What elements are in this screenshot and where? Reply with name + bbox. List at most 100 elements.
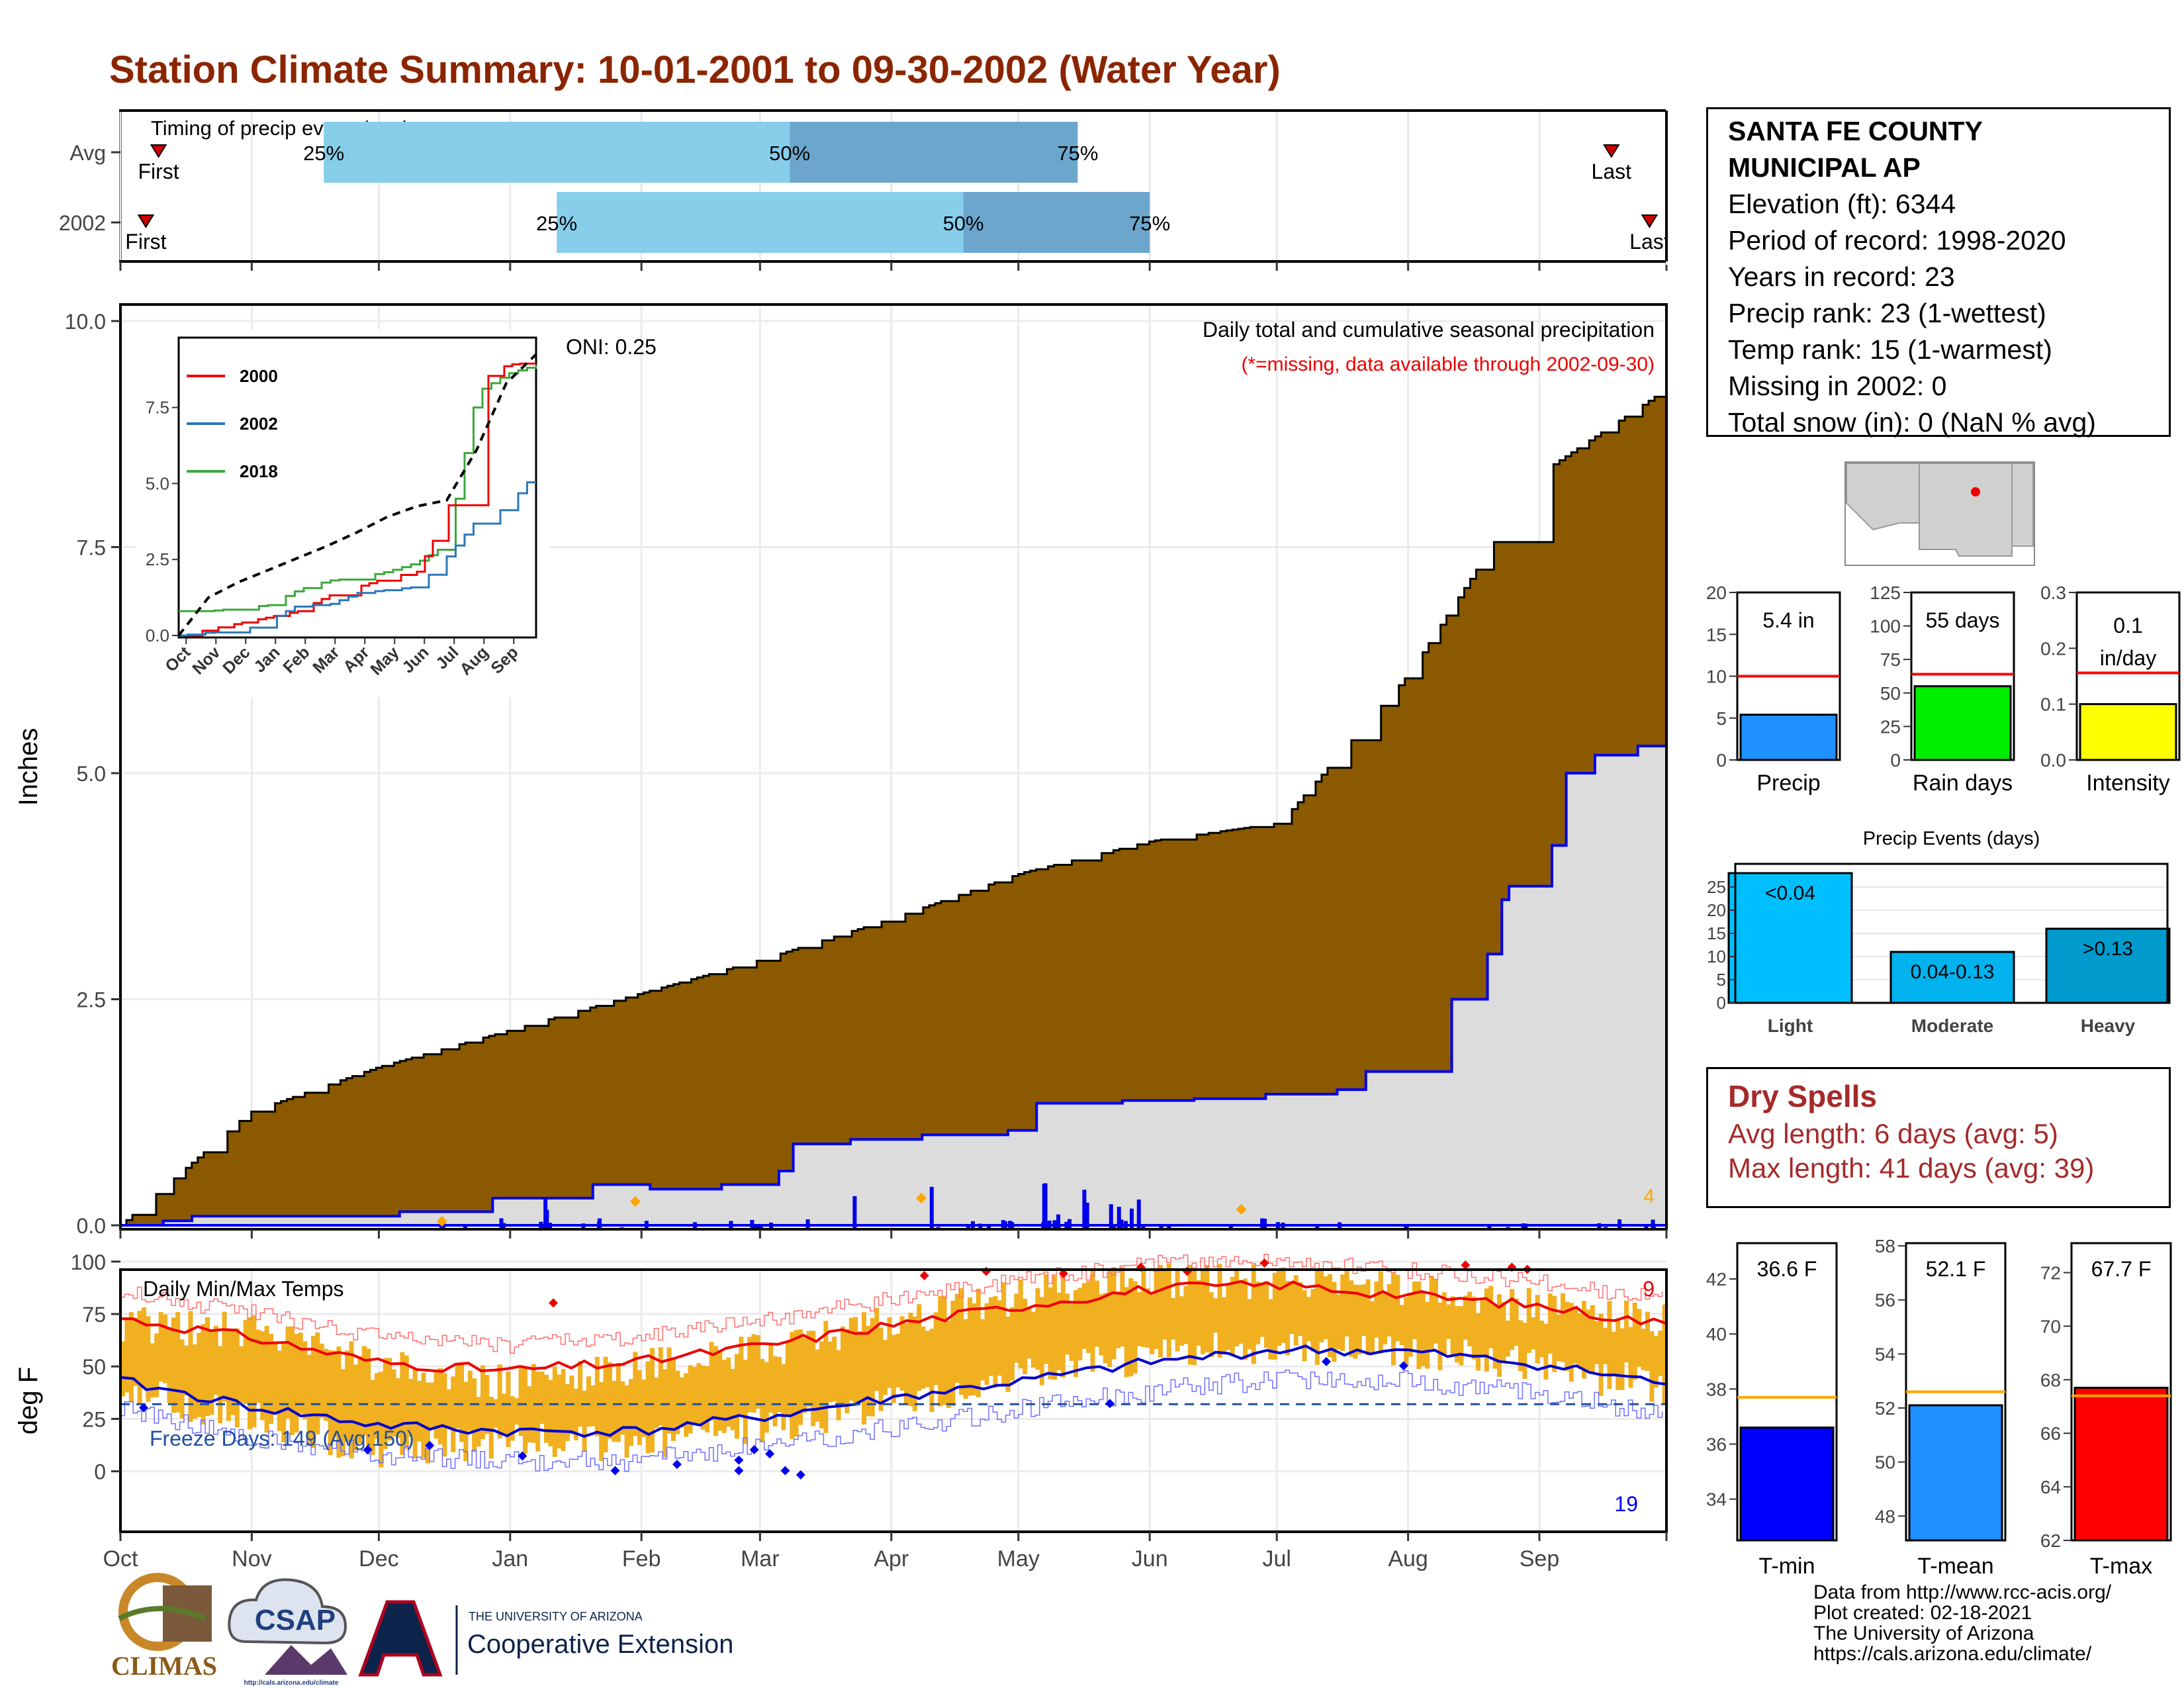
daily-temp-bar (772, 1356, 778, 1427)
daily-temp-bar (1289, 1281, 1295, 1335)
daily-temp-bar (1183, 1286, 1189, 1344)
temp-summary-name-label: T-min (1759, 1554, 1815, 1579)
inset-y-tick-label: 0.0 (146, 626, 169, 645)
daily-temp-bar (340, 1369, 345, 1456)
daily-temp-bar (1471, 1296, 1477, 1360)
daily-precip-bar (758, 1226, 763, 1229)
summary-y-tick-label: 25 (1880, 716, 1901, 737)
climas-logo-text: CLIMAS (111, 1651, 217, 1681)
precip-events-bar-heavy (2045, 927, 2171, 1004)
daily-temp-bar (1662, 1304, 1667, 1405)
summary-name-label: Precip (1756, 771, 1820, 796)
temp-summary-name-label: T-mean (1917, 1554, 1993, 1579)
daily-temp-bar (658, 1347, 663, 1426)
temp-summary-y-tick-label: 52 (1875, 1398, 1895, 1419)
daily-precip-bar (987, 1225, 991, 1229)
daily-temp-bar (1514, 1298, 1519, 1346)
daily-temp-bar (269, 1334, 273, 1425)
precip-missing-note: (*=missing, data available through 2002-… (1241, 353, 1655, 375)
temp-summary-y-tick-label: 62 (2040, 1530, 2061, 1551)
credit-university: The University of Arizona (1813, 1622, 2034, 1644)
map-new-mexico (1919, 463, 2013, 557)
daily-temp-bar (353, 1364, 358, 1451)
daily-temp-bar (705, 1366, 710, 1432)
daily-temp-bar (383, 1358, 388, 1449)
temp-summary-bar-t-max (2073, 1386, 2169, 1542)
avg-tmin-line (120, 1344, 1667, 1438)
daily-temp-bar (1637, 1309, 1642, 1367)
temp-summary-value-label: 52.1 F (1926, 1257, 1986, 1281)
summary-y-tick-label: 0.3 (2040, 583, 2066, 603)
daily-temp-bar (1353, 1284, 1358, 1359)
csap-logo-cloud (228, 1578, 347, 1645)
daily-temp-bar (1031, 1311, 1036, 1368)
daily-temp-bar (1264, 1281, 1269, 1348)
summary-value-label: 0.1 (2113, 614, 2142, 637)
daily-precip-bar (1008, 1221, 1013, 1229)
daily-temp-bar (862, 1312, 866, 1425)
timing-last-label: Last (1629, 230, 1670, 254)
daily-temp-bar (1501, 1301, 1506, 1361)
climas-logo-wave (118, 1606, 206, 1621)
daily-temp-bar (226, 1329, 231, 1421)
daily-temp-bar (1116, 1291, 1120, 1348)
daily-temp-bar (823, 1321, 829, 1433)
record-high-marker (1058, 1268, 1068, 1278)
daily-temp-bar (599, 1382, 604, 1461)
daily-temp-bar (332, 1350, 337, 1438)
summary-y-tick-label: 0.1 (2040, 694, 2066, 715)
daily-temp-bar (1543, 1323, 1549, 1380)
daily-temp-bar (1302, 1290, 1307, 1362)
daily-temp-bar (1387, 1284, 1392, 1336)
daily-temp-bar (684, 1373, 689, 1437)
daily-temp-bar (629, 1379, 633, 1446)
daily-temp-bar (133, 1317, 138, 1386)
daily-temp-bar (1044, 1274, 1049, 1364)
daily-temp-bar (1408, 1295, 1413, 1357)
daily-temp-bar (472, 1378, 477, 1452)
daily-precip-bar (729, 1221, 733, 1229)
daily-temp-bar (488, 1397, 494, 1459)
daily-temp-bar (264, 1326, 269, 1433)
daily-temp-bar (1531, 1317, 1536, 1350)
daily-temp-bar (1208, 1292, 1214, 1357)
daily-temp-bar (844, 1329, 850, 1414)
daily-temp-bar (899, 1316, 905, 1391)
daily-temp-bar (925, 1331, 930, 1387)
record-low-marker (425, 1440, 435, 1450)
daily-temp-bar (1120, 1266, 1125, 1347)
daily-temp-bar (671, 1359, 676, 1441)
daily-temp-bar (1128, 1278, 1134, 1377)
station-missing: Missing in 2002: 0 (1728, 371, 1947, 401)
inset-y-tick-label: 5.0 (146, 473, 169, 493)
daily-temp-bar (179, 1339, 185, 1419)
daily-temp-bar (1594, 1321, 1600, 1364)
daily-precip-bar (750, 1219, 754, 1229)
summary-y-tick-label: 0.2 (2040, 638, 2066, 659)
daily-temp-bar (1340, 1274, 1345, 1351)
daily-temp-bar (968, 1297, 972, 1396)
credits: Data from http://www.rcc-acis.org/ Plot … (1813, 1582, 2111, 1664)
daily-temp-bar (400, 1352, 405, 1455)
daily-temp-bar (150, 1343, 155, 1398)
daily-temp-bar (1332, 1282, 1337, 1362)
daily-temp-bar (425, 1382, 430, 1464)
daily-temp-bar (1365, 1279, 1371, 1356)
daily-precip-bar (966, 1225, 970, 1229)
summary-bar-precip (1739, 714, 1838, 761)
daily-precip-bar (753, 1224, 758, 1229)
daily-temp-bar (1323, 1276, 1328, 1340)
daily-temp-bar (993, 1296, 998, 1388)
daily-temp-bar (1192, 1267, 1197, 1366)
daily-temp-bar (438, 1368, 443, 1445)
daily-precip-bar (1281, 1223, 1285, 1229)
daily-temp-bar (548, 1380, 553, 1446)
daily-temp-bar (1026, 1307, 1032, 1359)
daily-temp-bar (1518, 1320, 1523, 1372)
daily-temp-bar (480, 1365, 485, 1439)
daily-temp-bar (1201, 1270, 1205, 1354)
daily-temp-bar (1086, 1281, 1091, 1353)
summary-y-tick-label: 15 (1706, 624, 1727, 645)
month-label-Mar: Mar (741, 1546, 780, 1571)
daily-temp-bar (700, 1365, 705, 1430)
